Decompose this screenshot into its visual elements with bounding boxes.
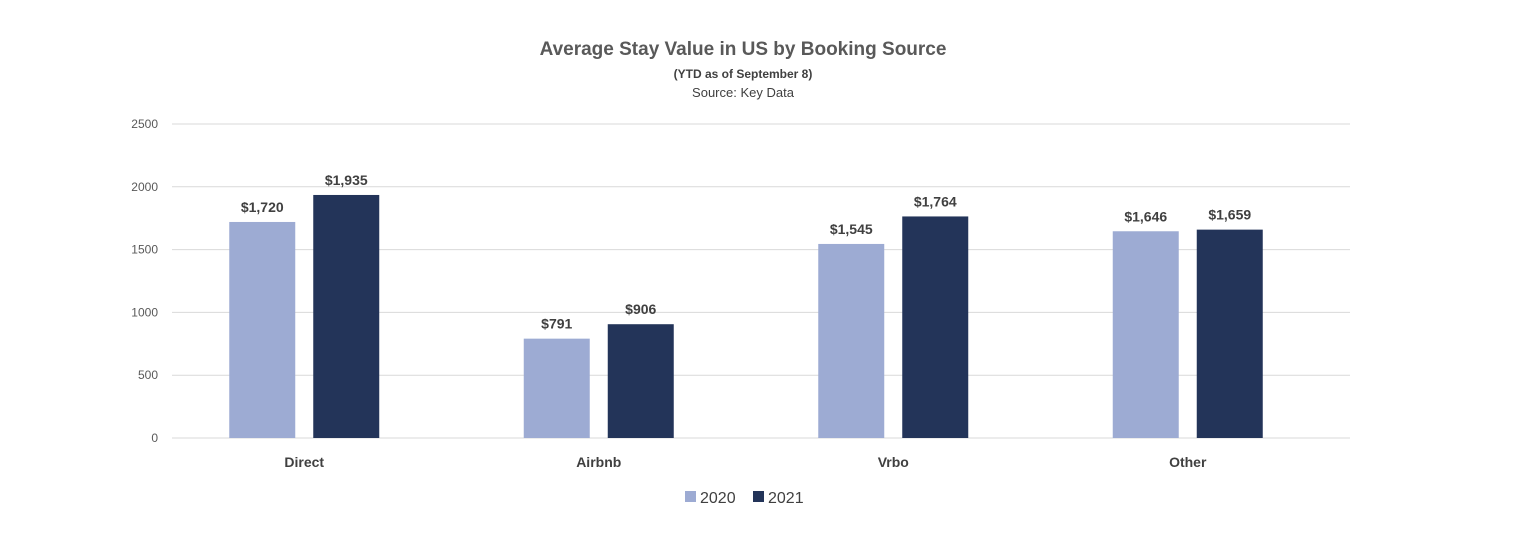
legend-label-2020: 2020 [700, 490, 736, 507]
bar-2020-vrbo [818, 243, 885, 438]
bar-2021-vrbo [902, 216, 969, 438]
legend-swatch-2021 [753, 491, 764, 502]
x-axis: Direct Airbnb Vrbo Other [284, 454, 1207, 470]
legend: 2020 2021 [685, 490, 804, 507]
bar-2020-direct [229, 221, 296, 438]
bar-2021-direct [313, 194, 380, 438]
y-tick-label: 1500 [131, 243, 158, 257]
data-label: $1,764 [914, 193, 957, 209]
legend-label-2021: 2021 [768, 490, 804, 507]
bar-2020-airbnb [523, 338, 590, 438]
y-tick-label: 1000 [131, 305, 158, 319]
x-tick-label: Airbnb [576, 454, 621, 470]
chart-source: Source: Key Data [692, 85, 795, 100]
data-label: $1,646 [1124, 208, 1167, 224]
y-axis: 0 500 1000 1500 2000 2500 [131, 117, 158, 445]
data-label: $1,545 [830, 221, 873, 237]
x-tick-label: Direct [284, 454, 324, 470]
bar-2021-other [1196, 229, 1263, 438]
x-tick-label: Vrbo [878, 454, 909, 470]
y-tick-label: 2500 [131, 117, 158, 131]
data-label: $1,935 [325, 172, 368, 188]
data-label: $1,659 [1208, 207, 1251, 223]
y-tick-label: 2000 [131, 180, 158, 194]
bar-2020-other [1112, 231, 1179, 438]
data-label: $1,720 [241, 199, 284, 215]
bars: $1,720 $1,935 $791 $906 $1,545 $1,764 $1,646 $1… [229, 172, 1263, 438]
bar-2021-airbnb [607, 324, 674, 438]
chart-subtitle: (YTD as of September 8) [674, 67, 813, 81]
x-tick-label: Other [1169, 454, 1207, 470]
chart-title: Average Stay Value in US by Booking Sour… [540, 39, 947, 60]
y-tick-label: 500 [138, 368, 158, 382]
data-label: $791 [541, 316, 572, 332]
data-label: $906 [625, 301, 656, 317]
y-tick-label: 0 [151, 431, 158, 445]
legend-swatch-2020 [685, 491, 696, 502]
